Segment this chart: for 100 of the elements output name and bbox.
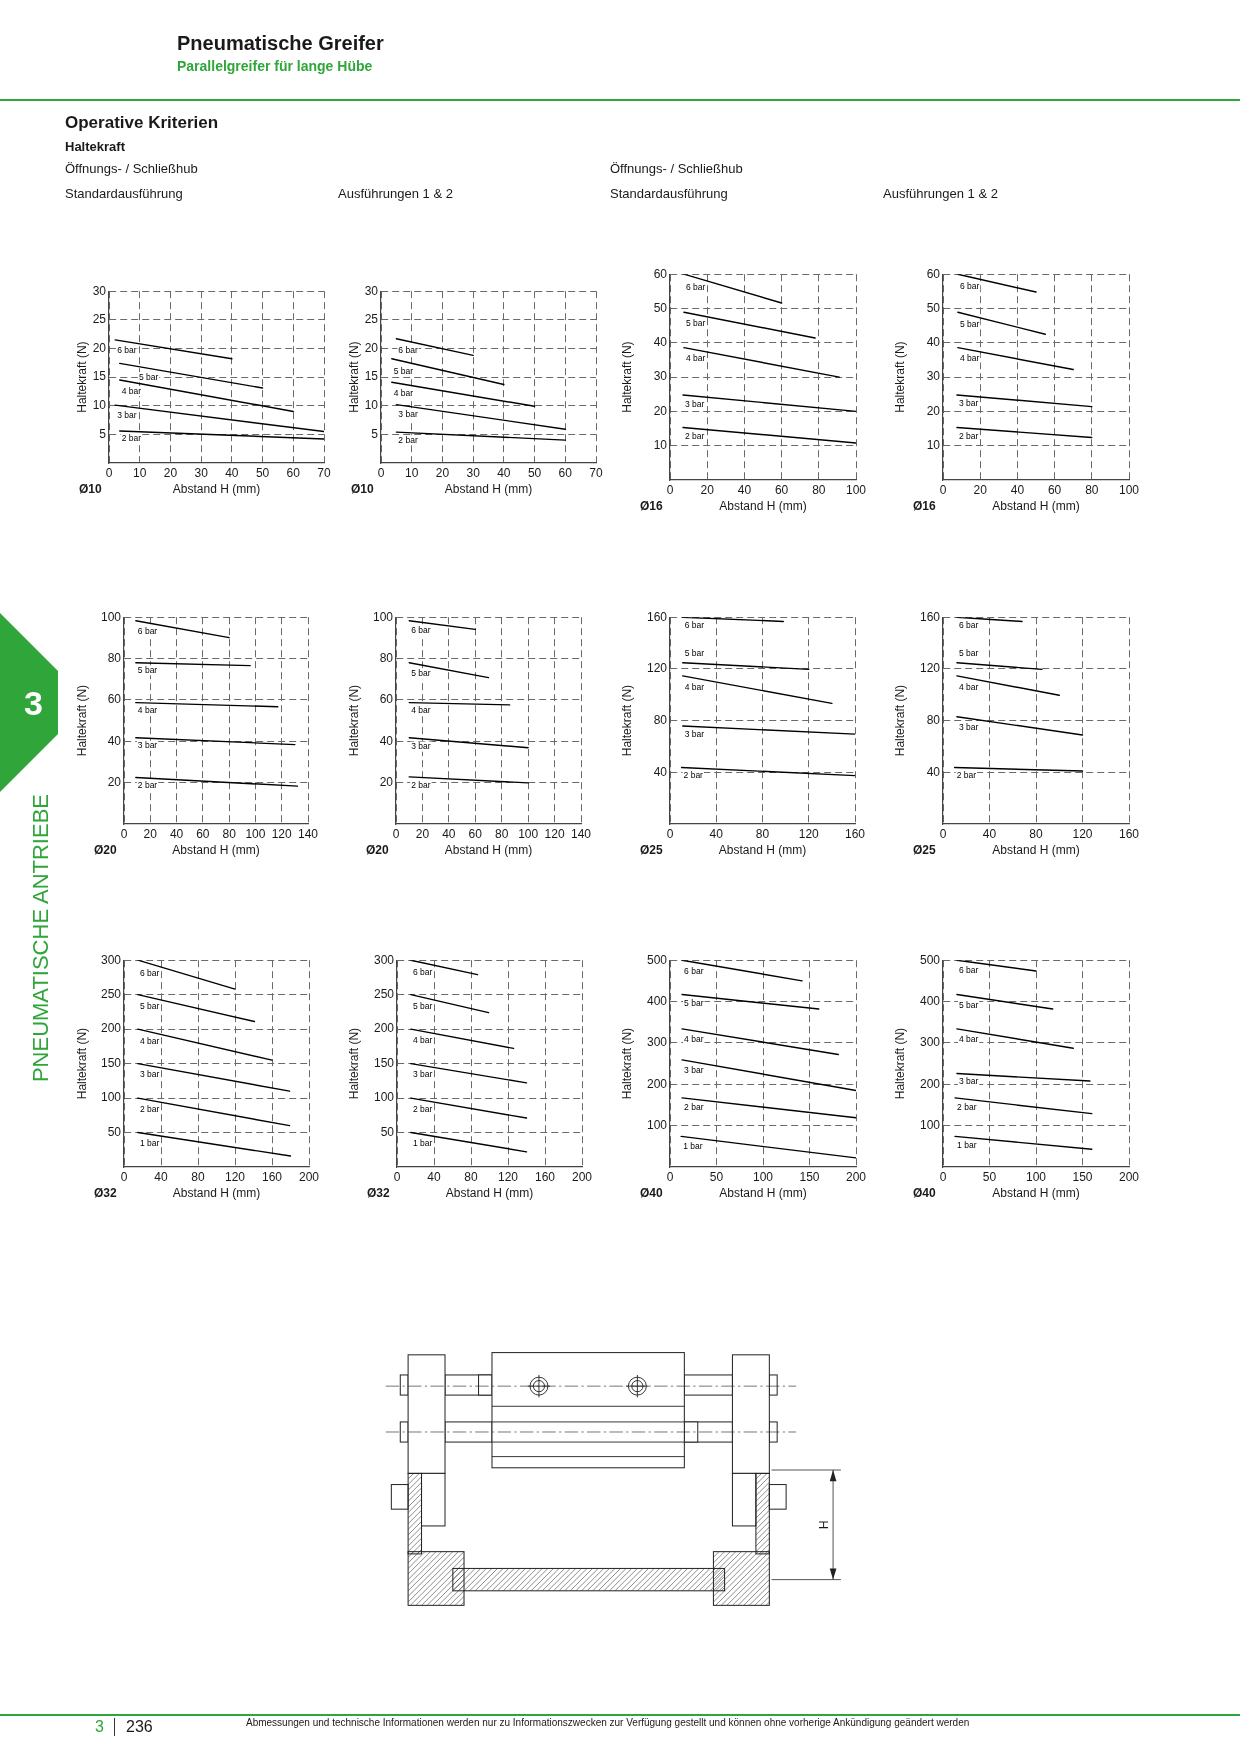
y-tick-label: 60 (653, 266, 668, 281)
series-label: 3 bar (117, 409, 137, 420)
y-tick-label: 60 (926, 266, 941, 281)
x-tick-label: 0 (120, 1169, 128, 1184)
series-label: 3 bar (685, 398, 705, 409)
x-tick-label: 60 (196, 826, 210, 841)
text: Ausführungen 1 & 2 (338, 186, 453, 203)
x-tick-label: 20 (415, 826, 430, 841)
y-tick-label: 300 (373, 952, 395, 967)
text: Öffnungs- / Schließhub (65, 161, 198, 178)
y-axis-title: Haltekraft (N) (892, 341, 907, 413)
y-tick-label: 300 (100, 952, 122, 967)
series-label: 6 bar (411, 625, 431, 636)
x-tick-label: 20 (973, 482, 988, 497)
series-label: 5 bar (411, 668, 431, 679)
x-tick-label: 50 (982, 1169, 997, 1184)
gripper-drawing: H (380, 1347, 850, 1621)
y-tick-label: 80 (926, 712, 941, 727)
y-tick-label: 10 (92, 398, 107, 413)
x-tick-label: 40 (737, 482, 752, 497)
text: 3 (95, 1718, 104, 1736)
series-label: 4 bar (393, 387, 414, 398)
series-label: 1 bar (957, 1140, 977, 1151)
x-tick-label: 50 (255, 465, 270, 480)
x-tick-label: 100 (1025, 1169, 1047, 1184)
y-tick-label: 300 (919, 1035, 941, 1050)
x-tick-label: 0 (393, 1169, 401, 1184)
x-tick-label: 20 (143, 826, 158, 841)
y-tick-label: 50 (653, 300, 668, 315)
x-tick-label: 20 (700, 482, 715, 497)
y-tick-label: 10 (364, 398, 379, 413)
x-tick-label: 160 (534, 1169, 556, 1184)
x-tick-label: 60 (1047, 482, 1062, 497)
y-tick-label: 40 (653, 335, 668, 350)
x-tick-label: 40 (154, 1169, 168, 1184)
y-tick-label: 200 (100, 1021, 122, 1036)
series-label: 5 bar (684, 648, 705, 659)
y-tick-label: 15 (364, 369, 379, 384)
y-tick-label: 40 (653, 764, 668, 779)
series-label: 6 bar (412, 966, 433, 977)
x-tick-label: 160 (1118, 826, 1140, 841)
series-label: 6 bar (959, 280, 980, 291)
x-tick-label: 80 (222, 826, 237, 841)
text: Ø32 (94, 1186, 118, 1201)
text: Operative Kriterien (65, 113, 219, 133)
text: Ø25 (913, 843, 937, 858)
series-label: 6 bar (139, 968, 160, 979)
x-tick-label: 120 (271, 826, 293, 841)
y-axis-title: Haltekraft (N) (619, 341, 634, 413)
y-tick-label: 200 (919, 1076, 941, 1091)
y-tick-label: 10 (926, 438, 941, 453)
y-tick-label: 250 (373, 986, 395, 1001)
x-tick-label: 0 (666, 1169, 674, 1184)
x-tick-label: 40 (982, 826, 997, 841)
x-tick-label: 200 (845, 1169, 867, 1184)
series-label: 1 bar (412, 1137, 433, 1148)
x-tick-label: 200 (571, 1169, 593, 1184)
x-tick-label: 40 (497, 465, 511, 480)
x-tick-label: 160 (844, 826, 866, 841)
text: Haltekraft (65, 139, 125, 154)
text: Ø20 (366, 843, 390, 858)
series-label: 4 bar (137, 704, 158, 715)
y-tick-label: 60 (107, 692, 122, 707)
y-tick-label: 50 (926, 300, 941, 315)
x-axis-title: Abstand H (mm) (172, 482, 261, 497)
x-axis-title: Abstand H (mm) (992, 843, 1080, 858)
x-tick-label: 160 (261, 1169, 283, 1184)
y-tick-label: 5 (371, 426, 379, 441)
series-label: 4 bar (685, 353, 706, 364)
series-label: 3 bar (412, 1068, 433, 1079)
x-tick-label: 40 (442, 826, 456, 841)
text: Pneumatische Greifer (177, 32, 384, 55)
x-tick-label: 60 (558, 465, 573, 480)
x-axis-title: Abstand H (mm) (719, 1186, 807, 1201)
x-tick-label: 80 (1085, 482, 1099, 497)
y-tick-label: 5 (99, 426, 107, 441)
y-tick-label: 40 (926, 335, 941, 350)
series-label: 2 bar (956, 769, 977, 780)
text: 3 (24, 684, 43, 723)
x-tick-label: 70 (317, 465, 331, 480)
x-tick-label: 100 (518, 826, 539, 841)
x-tick-label: 40 (225, 465, 239, 480)
y-axis-title: Haltekraft (N) (74, 341, 89, 413)
x-tick-label: 120 (798, 826, 820, 841)
series-label: 6 bar (398, 345, 418, 356)
series-label: 6 bar (958, 620, 979, 631)
y-axis-title: Haltekraft (N) (892, 684, 907, 757)
y-tick-label: 20 (926, 403, 941, 418)
x-tick-label: 0 (666, 826, 674, 841)
series-label: 2 bar (139, 1103, 160, 1114)
y-tick-label: 200 (646, 1076, 668, 1091)
y-tick-label: 25 (364, 312, 379, 327)
y-tick-label: 20 (653, 403, 668, 418)
y-tick-label: 500 (646, 952, 668, 967)
x-axis-title: Abstand H (mm) (172, 843, 260, 858)
series-label: 2 bar (412, 1103, 433, 1114)
x-tick-label: 80 (1029, 826, 1043, 841)
series-label: 5 bar (685, 318, 706, 329)
y-tick-label: 300 (646, 1035, 668, 1050)
x-tick-label: 60 (774, 482, 789, 497)
